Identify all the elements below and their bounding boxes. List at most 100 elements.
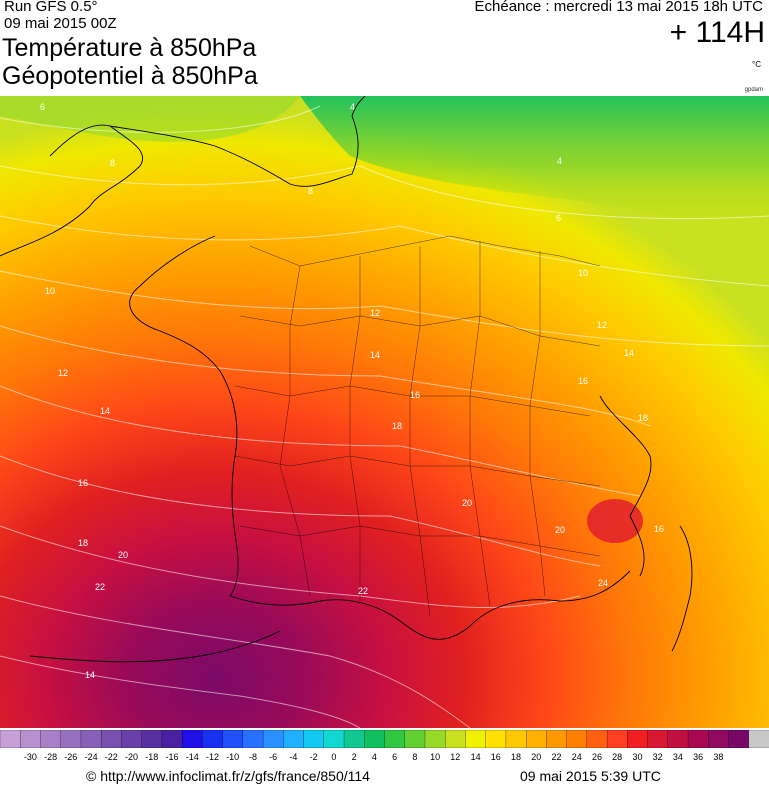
legend-swatch <box>586 730 608 748</box>
legend-tick-label: 2 <box>351 752 357 762</box>
legend-tick-label: -20 <box>124 752 139 762</box>
legend-swatch <box>222 730 244 748</box>
legend-swatch <box>323 730 345 748</box>
contour-label: 12 <box>370 308 380 318</box>
legend-swatch <box>627 730 649 748</box>
legend-swatch <box>404 730 426 748</box>
credit-label: gpdam <box>744 87 763 93</box>
contour-label: 14 <box>85 670 95 680</box>
contour-label: 4 <box>557 156 562 166</box>
legend-tick-label: -28 <box>44 752 58 762</box>
contour-label: 16 <box>578 376 588 386</box>
run-date: 09 mai 2015 00Z <box>4 15 117 32</box>
contour-label: 18 <box>638 413 648 423</box>
legend-tick-label: 20 <box>531 752 542 762</box>
legend-tick-label: 36 <box>693 752 704 762</box>
contour-label: 16 <box>78 478 88 488</box>
legend-tick-label: 8 <box>412 752 418 762</box>
generation-timestamp: 09 mai 2015 5:39 UTC <box>520 768 661 784</box>
contour-label: 22 <box>95 582 105 592</box>
contour-label: 20 <box>462 498 472 508</box>
legend-swatch <box>202 730 224 748</box>
title-temperature: Température à 850hPa <box>2 34 257 62</box>
legend-swatch <box>566 730 588 748</box>
contour-label: 12 <box>58 368 68 378</box>
contour-label: 14 <box>100 406 110 416</box>
legend-swatch <box>485 730 507 748</box>
legend-swatch <box>384 730 406 748</box>
legend-swatch <box>606 730 628 748</box>
contour-label: 20 <box>555 525 565 535</box>
legend-tick-label: 30 <box>632 752 643 762</box>
department-borders <box>234 235 601 617</box>
legend-swatch <box>283 730 305 748</box>
contour-label: 10 <box>45 286 55 296</box>
legend-tick-label: -18 <box>145 752 159 762</box>
legend-swatch <box>708 730 730 748</box>
legend-swatch <box>424 730 446 748</box>
legend-tick-label: -10 <box>226 752 240 762</box>
title-geopotential: Géopotentiel à 850hPa <box>2 62 258 90</box>
legend-swatch <box>647 730 669 748</box>
legend-tick-label: 34 <box>672 752 683 762</box>
legend-tick-label: 6 <box>392 752 398 762</box>
contour-label: 10 <box>578 268 588 278</box>
legend-tick-label: 14 <box>470 752 481 762</box>
contour-label: 14 <box>624 348 634 358</box>
legend-tick-label: 22 <box>551 752 562 762</box>
legend-swatch <box>60 730 82 748</box>
legend-swatch <box>20 730 42 748</box>
legend-tick-label: -30 <box>23 752 37 762</box>
legend-swatch <box>303 730 325 748</box>
temperature-map: 6 4 4 8 8 6 10 10 12 12 12 14 14 14 16 1… <box>0 96 769 728</box>
legend-swatch <box>748 730 769 748</box>
legend-swatch <box>546 730 568 748</box>
legend-swatch <box>687 730 709 748</box>
contour-label: 22 <box>358 586 368 596</box>
echeance-label: Echéance : mercredi 13 mai 2015 18h UTC <box>474 0 763 15</box>
contour-label: 24 <box>598 578 608 588</box>
contour-label: 16 <box>410 390 420 400</box>
legend-tick-label: -4 <box>289 752 298 762</box>
warm-core <box>587 499 643 543</box>
contour-label: 16 <box>654 524 664 534</box>
legend-tick-label: 10 <box>430 752 441 762</box>
legend-ticks: -30 -28 -26 -24 -22 -20 -18 -16 -14 -12 -10 -8 -6 -4-… <box>0 752 769 766</box>
legend-swatch <box>101 730 123 748</box>
lead-time: + 114H <box>669 16 765 49</box>
legend-swatch <box>505 730 527 748</box>
legend-tick-label: -22 <box>104 752 118 762</box>
legend-tick-label: 18 <box>510 752 522 762</box>
legend-tick-label: -14 <box>185 752 199 762</box>
legend-swatch <box>181 730 204 748</box>
legend-swatch <box>121 730 143 748</box>
coastline <box>0 96 693 663</box>
legend-swatch <box>262 730 284 748</box>
legend-tick-label: -26 <box>64 752 78 762</box>
contour-label: 18 <box>78 538 88 548</box>
legend-tick-label: 24 <box>571 752 582 762</box>
legend-swatch <box>40 730 62 748</box>
legend-tick-label: -6 <box>269 752 278 762</box>
run-label: Run GFS 0.5° <box>4 0 98 15</box>
legend-swatch <box>0 730 21 748</box>
legend-swatch <box>667 730 689 748</box>
legend-swatch <box>161 730 183 748</box>
source-url: © http://www.infoclimat.fr/z/gfs/france/… <box>86 768 370 784</box>
contour-label: 4 <box>350 102 355 112</box>
unit-label: °C <box>752 60 761 69</box>
legend-swatch <box>465 730 487 748</box>
legend-swatch <box>445 730 467 748</box>
cool-air-zone <box>300 96 769 236</box>
legend-tick-label: -12 <box>205 752 220 762</box>
legend-tick-label: -24 <box>84 752 98 762</box>
legend-swatch <box>364 730 386 748</box>
legend-tick-label: 0 <box>331 752 337 762</box>
legend-tick-label: -16 <box>165 752 179 762</box>
legend-tick-label: -8 <box>248 752 258 762</box>
contour-label: 6 <box>556 213 561 223</box>
legend-tick-label: 28 <box>612 752 623 762</box>
contour-label: 14 <box>370 350 380 360</box>
legend-swatch <box>728 730 750 748</box>
